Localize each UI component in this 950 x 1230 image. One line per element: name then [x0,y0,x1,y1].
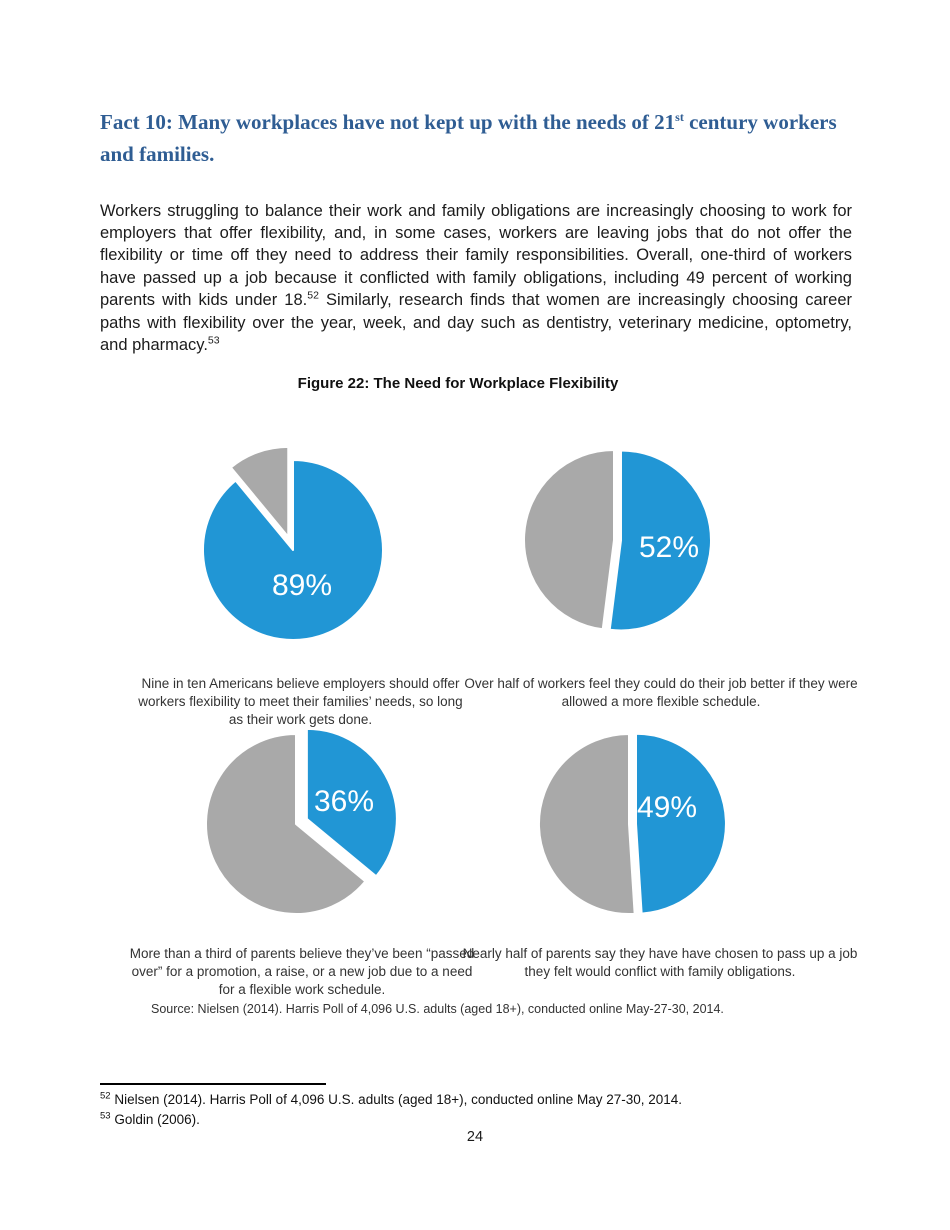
pie-percent-label: 52% [639,531,699,564]
footnote-number: 53 [100,1110,111,1122]
pie-percent-label: 49% [637,791,697,824]
fact-heading-text: Fact 10: Many workplaces have not kept u… [100,110,676,135]
footnote-text: Nielsen (2014). Harris Poll of 4,096 U.S… [110,1092,683,1107]
figure-caption-1: Nine in ten Americans believe employers … [138,675,463,727]
pie-slice-remainder [205,733,367,915]
pie-slice-remainder [537,733,636,915]
figure-source: Source: Nielsen (2014). Harris Poll of 4… [151,1002,724,1016]
footnotes: 52 Nielsen (2014). Harris Poll of 4,096 … [100,1090,860,1130]
pie-chart-52pct: 52% [523,449,712,632]
pie-slice-remainder [229,445,290,538]
footnote-separator [100,1083,326,1085]
footnote-number: 52 [100,1090,111,1102]
figure-caption-4: Nearly half of parents say they have hav… [462,945,858,979]
fact-heading-text-cont: century workers and families. [100,110,837,167]
figure-caption-2: Over half of workers feel they could do … [464,675,858,709]
footnote-text: Goldin (2006). [110,1112,200,1127]
paragraph-text-1: Workers struggling to balance their work… [100,201,852,310]
pie-slice-highlight [635,732,727,915]
pie-chart-49pct: 49% [537,732,727,915]
pie-percent-label: 36% [314,785,374,818]
fact-heading: Fact 10: Many workplaces have not kept u… [100,106,856,170]
paragraph-text-2: Similarly, research finds that women are… [100,291,852,354]
footnote-ref-53: 53 [207,334,220,347]
pie-percent-label: 89% [272,569,332,602]
page-number: 24 [466,1129,484,1145]
pie-slice-highlight [201,459,384,641]
pie-chart-89pct: 89% [201,445,384,641]
pie-chart-36pct: 36% [205,727,398,915]
pie-slice-remainder [523,449,615,631]
footnote-ref-52: 52 [307,289,319,302]
body-paragraph: Workers struggling to balance their work… [100,200,852,357]
figure-title: Figure 22: The Need for Workplace Flexib… [297,375,619,392]
footnote-item: 53 Goldin (2006). [100,1110,860,1130]
pie-slice-highlight [305,727,398,878]
pie-slice-highlight [608,449,712,632]
heading-superscript: st [675,110,684,125]
footnote-item: 52 Nielsen (2014). Harris Poll of 4,096 … [100,1090,860,1110]
figure-caption-3: More than a third of parents believe the… [129,945,475,997]
